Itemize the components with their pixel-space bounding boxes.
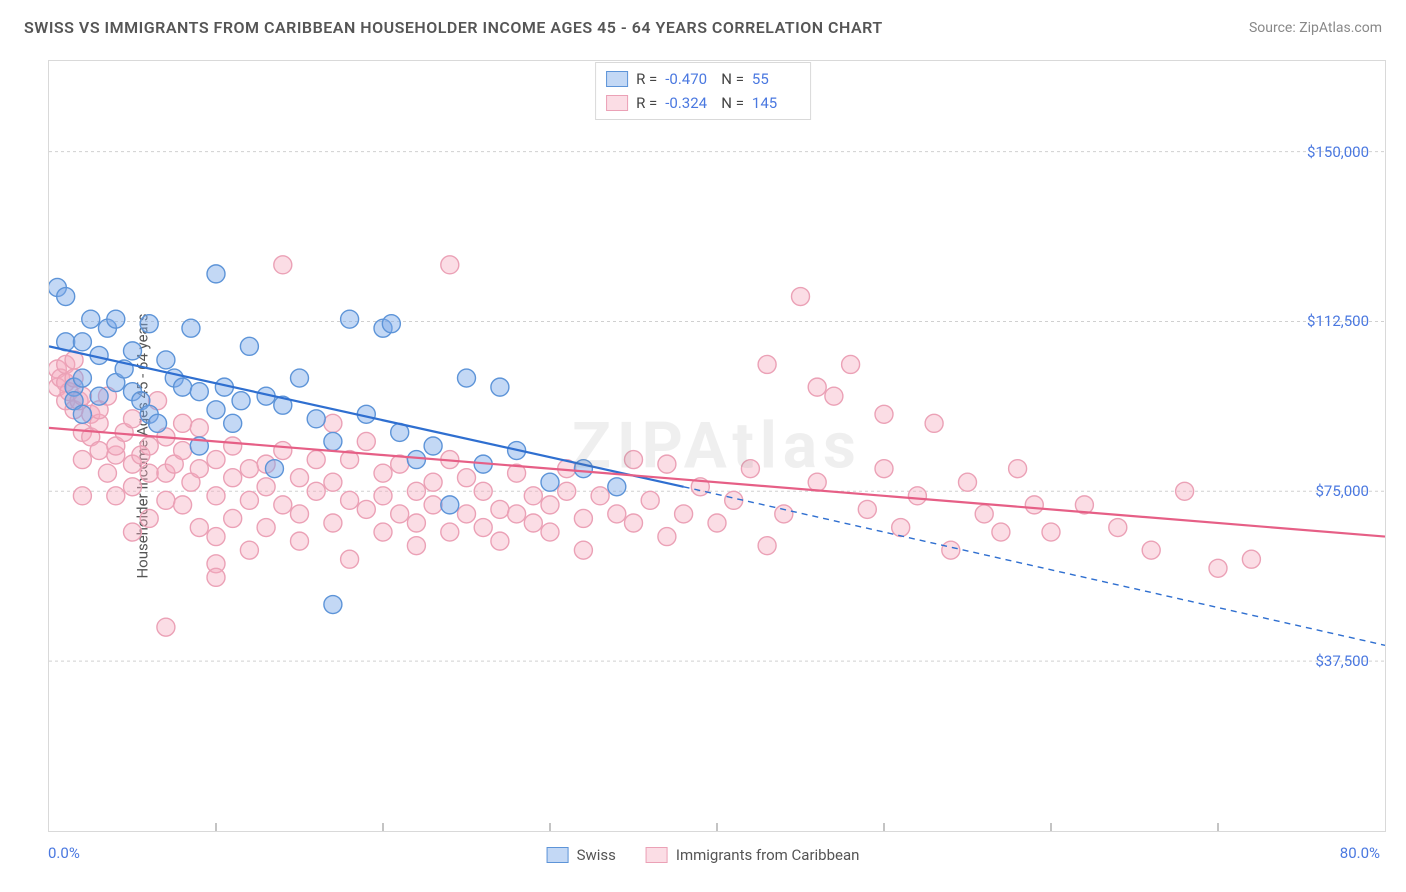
corr-legend-row: R = -0.470N = 55 (606, 67, 800, 91)
chart-title: SWISS VS IMMIGRANTS FROM CARIBBEAN HOUSE… (24, 18, 883, 37)
chart-area: ZIPAtlas $37,500$75,000$112,500$150,000 (48, 60, 1386, 832)
y-tick-label: $37,500 (1315, 652, 1369, 670)
x-axis-max: 80.0% (1340, 844, 1380, 862)
legend-swatch (606, 95, 628, 111)
source-attribution: Source: ZipAtlas.com (1249, 20, 1382, 36)
legend-item: Swiss (547, 846, 616, 864)
series-legend: Swiss Immigrants from Caribbean (547, 846, 860, 864)
x-axis-min: 0.0% (48, 844, 80, 862)
corr-legend-row: R = -0.324N = 145 (606, 91, 800, 115)
y-tick-label: $150,000 (1307, 143, 1369, 161)
legend-swatch (547, 847, 569, 863)
legend-swatch (646, 847, 668, 863)
correlation-legend: R = -0.470N = 55R = -0.324N = 145 (595, 62, 811, 120)
y-tick-label: $75,000 (1315, 482, 1369, 500)
legend-item: Immigrants from Caribbean (646, 846, 860, 864)
legend-swatch (606, 71, 628, 87)
scatter-plot-svg (49, 61, 1385, 831)
y-tick-label: $112,500 (1307, 312, 1369, 330)
